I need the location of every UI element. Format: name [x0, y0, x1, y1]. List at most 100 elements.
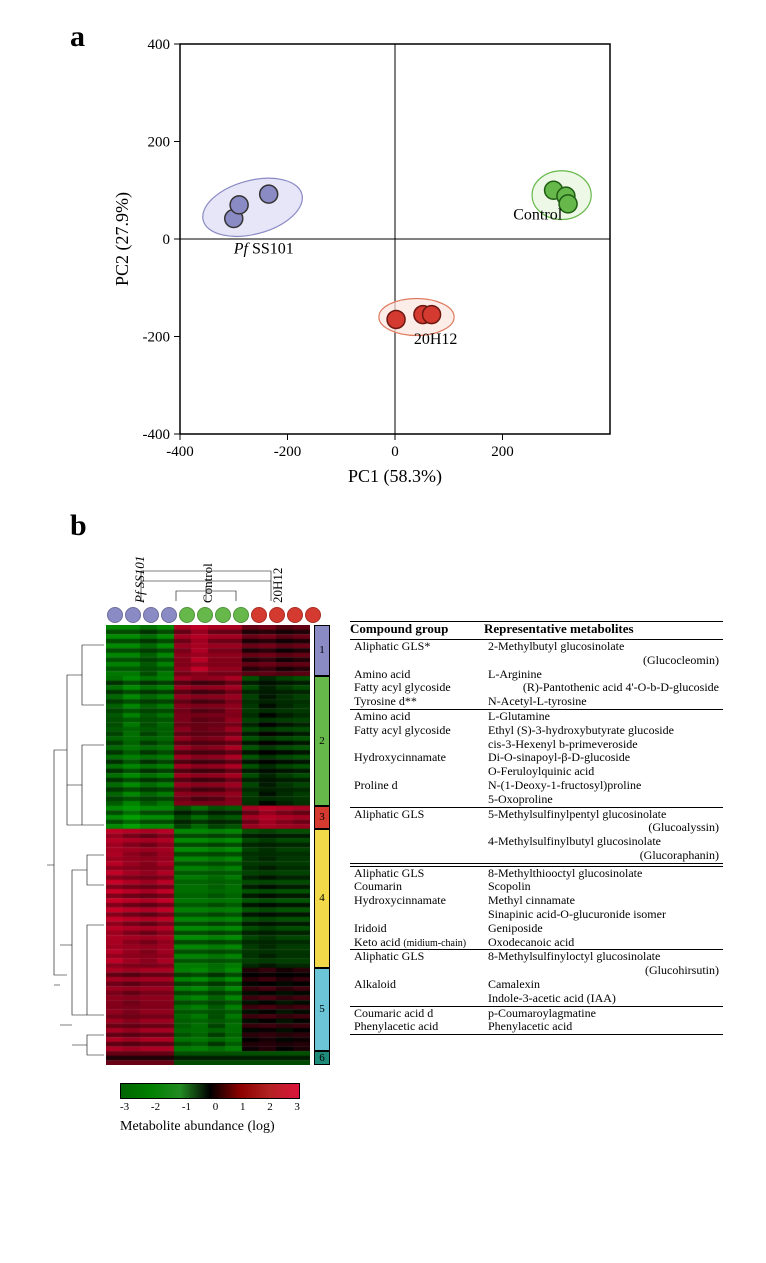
metabolite-cell: (R)-Pantothenic acid 4'-O-b-D-glucoside: [484, 681, 723, 695]
compound-cell: [350, 654, 484, 668]
compound-cell: [350, 765, 484, 779]
metabolite-cell: (Glucohirsutin): [484, 964, 723, 978]
metabolite-cell: Camalexin: [484, 978, 723, 992]
sample-dot: [215, 607, 231, 623]
col-label-20h12: 20H12: [270, 568, 286, 603]
sample-dot: [251, 607, 267, 623]
metabolite-cell: O-Feruloylquinic acid: [484, 765, 723, 779]
compound-cell: [350, 738, 484, 752]
metabolite-cell: Indole-3-acetic acid (IAA): [484, 992, 723, 1006]
color-scale: -3-2-10123 Metabolite abundance (log): [120, 1083, 300, 1135]
row-dendrogram: [42, 625, 104, 1065]
svg-text:200: 200: [491, 444, 514, 460]
svg-text:Pf SS101: Pf SS101: [233, 241, 294, 258]
sample-dot: [161, 607, 177, 623]
cluster-band-6: 6: [314, 1051, 330, 1065]
compound-cell: Amino acid: [350, 709, 484, 723]
sample-dot: [143, 607, 159, 623]
compound-cell: [350, 964, 484, 978]
svg-text:-200: -200: [274, 444, 302, 460]
svg-text:20H12: 20H12: [414, 331, 458, 348]
metabolite-cell: Di-O-sinapoyl-β-D-glucoside: [484, 751, 723, 765]
heatmap-panel: Pf SS101 Control 20H12 123456 Compound g…: [40, 563, 746, 1143]
compound-cell: Iridoid: [350, 922, 484, 936]
compound-cell: Aliphatic GLS: [350, 950, 484, 964]
compound-cell: [350, 849, 484, 863]
svg-text:PC1 (58.3%): PC1 (58.3%): [348, 466, 442, 487]
metabolite-cell: L-Arginine: [484, 668, 723, 682]
scale-tick: 2: [267, 1101, 273, 1113]
metabolite-cell: 5-Methylsulfinylpentyl glucosinolate: [484, 807, 723, 821]
scale-ticks: -3-2-10123: [120, 1101, 300, 1113]
svg-text:0: 0: [391, 444, 399, 460]
compound-cell: Hydroxycinnamate: [350, 751, 484, 765]
svg-text:400: 400: [148, 37, 171, 53]
metabolite-cell: (Glucoraphanin): [484, 849, 723, 863]
metabolite-cell: Oxodecanoic acid: [484, 936, 723, 950]
metabolite-cell: Phenylacetic acid: [484, 1020, 723, 1034]
compound-cell: Amino acid: [350, 668, 484, 682]
compound-cell: Aliphatic GLS: [350, 866, 484, 880]
th-compound: Compound group: [350, 622, 484, 640]
metabolite-cell: Methyl cinnamate: [484, 894, 723, 908]
scale-gradient: [120, 1083, 300, 1099]
sample-dot: [305, 607, 321, 623]
metabolite-cell: (Glucoalyssin): [484, 821, 723, 835]
compound-cell: Coumarin: [350, 880, 484, 894]
compound-cell: Fatty acyl glycoside: [350, 724, 484, 738]
compound-cell: Aliphatic GLS*: [350, 639, 484, 653]
sample-dot: [233, 607, 249, 623]
col-label-pf: Pf SS101: [132, 556, 148, 603]
cluster-band-1: 1: [314, 625, 330, 676]
svg-text:200: 200: [148, 135, 171, 151]
compound-cell: Aliphatic GLS: [350, 807, 484, 821]
compound-cell: Fatty acyl glycoside: [350, 681, 484, 695]
metabolite-cell: Scopolin: [484, 880, 723, 894]
metabolite-cell: 5-Oxoproline: [484, 793, 723, 807]
metabolite-cell: p-Coumaroylagmatine: [484, 1006, 723, 1020]
scale-tick: 1: [240, 1101, 246, 1113]
metabolite-cell: Geniposide: [484, 922, 723, 936]
svg-text:0: 0: [163, 232, 171, 248]
cluster-table: Compound group Representative metabolite…: [350, 621, 723, 1035]
compound-cell: Tyrosine d**: [350, 695, 484, 709]
sample-dot: [287, 607, 303, 623]
cluster-band-2: 2: [314, 676, 330, 806]
sample-dot: [269, 607, 285, 623]
compound-cell: Keto acid (midium-chain): [350, 936, 484, 950]
scale-tick: 3: [294, 1101, 300, 1113]
metabolite-cell: N-(1-Deoxy-1-fructosyl)proline: [484, 779, 723, 793]
scale-tick: -2: [151, 1101, 160, 1113]
svg-text:Control: Control: [513, 207, 562, 224]
metabolite-cell: 2-Methylbutyl glucosinolate: [484, 639, 723, 653]
heatmap-matrix: [106, 625, 310, 1065]
cluster-band-4: 4: [314, 829, 330, 968]
compound-cell: [350, 908, 484, 922]
svg-text:PC2 (27.9%): PC2 (27.9%): [112, 192, 133, 286]
sample-dot: [125, 607, 141, 623]
metabolite-cell: (Glucocleomin): [484, 654, 723, 668]
metabolite-cell: Ethyl (S)-3-hydroxybutyrate glucoside: [484, 724, 723, 738]
col-label-control: Control: [200, 563, 216, 603]
metabolite-cell: 4-Methylsulfinylbutyl glucosinolate: [484, 835, 723, 849]
sample-dot: [197, 607, 213, 623]
metabolite-cell: 8-Methylthiooctyl glucosinolate: [484, 866, 723, 880]
sample-dot: [107, 607, 123, 623]
compound-cell: Coumaric acid d: [350, 1006, 484, 1020]
compound-cell: Phenylacetic acid: [350, 1020, 484, 1034]
scale-tick: -3: [120, 1101, 129, 1113]
pca-svg: -400-2000200-400-2000200400PC1 (58.3%)PC…: [110, 24, 630, 494]
compound-cell: Proline d: [350, 779, 484, 793]
cluster-band-3: 3: [314, 806, 330, 829]
compound-cell: [350, 992, 484, 1006]
panel-label-b: b: [70, 509, 746, 543]
metabolite-cell: N-Acetyl-L-tyrosine: [484, 695, 723, 709]
sample-dot: [179, 607, 195, 623]
compound-cell: [350, 835, 484, 849]
compound-cell: Hydroxycinnamate: [350, 894, 484, 908]
scale-tick: -1: [182, 1101, 191, 1113]
metabolite-cell: L-Glutamine: [484, 709, 723, 723]
compound-cell: [350, 821, 484, 835]
svg-text:-400: -400: [166, 444, 194, 460]
th-metab: Representative metabolites: [484, 622, 723, 640]
